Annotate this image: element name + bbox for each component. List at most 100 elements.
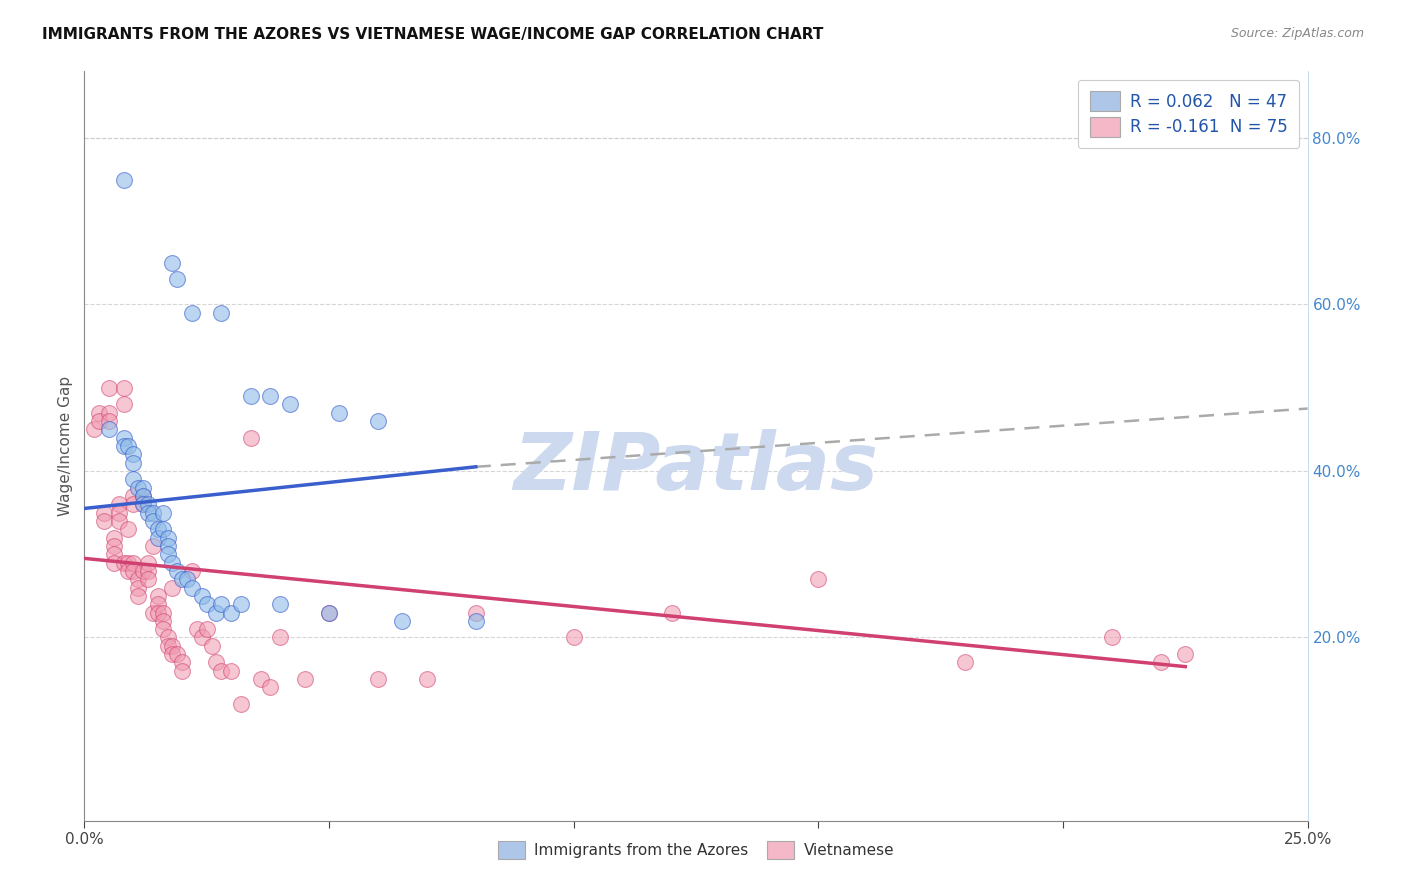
Point xyxy=(191,631,214,645)
Point xyxy=(132,489,155,503)
Point xyxy=(132,489,155,503)
Point xyxy=(122,489,145,503)
Point xyxy=(117,564,139,578)
Point xyxy=(136,556,159,570)
Point xyxy=(146,522,169,536)
Point xyxy=(166,564,188,578)
Point xyxy=(122,447,145,461)
Point xyxy=(156,547,179,561)
Point xyxy=(146,589,169,603)
Point xyxy=(209,597,232,611)
Point xyxy=(269,597,291,611)
Point xyxy=(97,422,120,436)
Point xyxy=(127,589,149,603)
Point xyxy=(162,647,184,661)
Legend: Immigrants from the Azores, Vietnamese: Immigrants from the Azores, Vietnamese xyxy=(486,830,905,869)
Point xyxy=(1174,647,1197,661)
Point xyxy=(146,606,169,620)
Point xyxy=(122,456,145,470)
Point xyxy=(195,622,218,636)
Point xyxy=(152,506,174,520)
Point xyxy=(152,606,174,620)
Point xyxy=(117,556,139,570)
Point xyxy=(191,589,214,603)
Point xyxy=(136,564,159,578)
Point xyxy=(112,397,135,411)
Point xyxy=(107,506,129,520)
Point xyxy=(152,622,174,636)
Point xyxy=(1101,631,1123,645)
Point xyxy=(318,606,340,620)
Point xyxy=(205,606,228,620)
Point xyxy=(103,556,125,570)
Point xyxy=(122,497,145,511)
Point xyxy=(162,581,184,595)
Point xyxy=(136,572,159,586)
Point xyxy=(239,389,262,403)
Point xyxy=(136,497,159,511)
Text: ZIPatlas: ZIPatlas xyxy=(513,429,879,508)
Point xyxy=(249,672,271,686)
Point xyxy=(1150,656,1173,670)
Point xyxy=(186,622,208,636)
Point xyxy=(97,406,120,420)
Point xyxy=(93,506,115,520)
Point xyxy=(103,539,125,553)
Point xyxy=(162,556,184,570)
Point xyxy=(142,539,165,553)
Point xyxy=(87,406,110,420)
Point xyxy=(112,556,135,570)
Point xyxy=(112,439,135,453)
Point xyxy=(172,572,194,586)
Point xyxy=(83,422,105,436)
Point xyxy=(112,381,135,395)
Point xyxy=(209,664,232,678)
Point xyxy=(953,656,976,670)
Point xyxy=(122,564,145,578)
Point xyxy=(318,606,340,620)
Point xyxy=(107,497,129,511)
Point xyxy=(103,547,125,561)
Point xyxy=(142,606,165,620)
Point xyxy=(328,406,350,420)
Point xyxy=(209,306,232,320)
Point xyxy=(176,572,198,586)
Point xyxy=(156,539,179,553)
Point xyxy=(416,672,439,686)
Point xyxy=(166,272,188,286)
Point xyxy=(142,514,165,528)
Point xyxy=(93,514,115,528)
Point xyxy=(132,497,155,511)
Text: Source: ZipAtlas.com: Source: ZipAtlas.com xyxy=(1230,27,1364,40)
Point xyxy=(219,664,242,678)
Point xyxy=(156,531,179,545)
Point xyxy=(146,597,169,611)
Point xyxy=(87,414,110,428)
Point xyxy=(127,481,149,495)
Point xyxy=(181,564,204,578)
Point xyxy=(112,431,135,445)
Point xyxy=(181,581,204,595)
Point xyxy=(166,647,188,661)
Point xyxy=(367,672,389,686)
Point xyxy=(661,606,683,620)
Point xyxy=(195,597,218,611)
Point xyxy=(464,614,486,628)
Point xyxy=(103,531,125,545)
Point xyxy=(97,381,120,395)
Point xyxy=(117,522,139,536)
Point xyxy=(205,656,228,670)
Point xyxy=(127,572,149,586)
Point xyxy=(200,639,222,653)
Point xyxy=(229,597,252,611)
Point xyxy=(391,614,413,628)
Point xyxy=(269,631,291,645)
Point xyxy=(464,606,486,620)
Point xyxy=(127,581,149,595)
Point xyxy=(142,506,165,520)
Point xyxy=(229,697,252,711)
Point xyxy=(152,522,174,536)
Point xyxy=(162,256,184,270)
Point xyxy=(132,497,155,511)
Point xyxy=(117,439,139,453)
